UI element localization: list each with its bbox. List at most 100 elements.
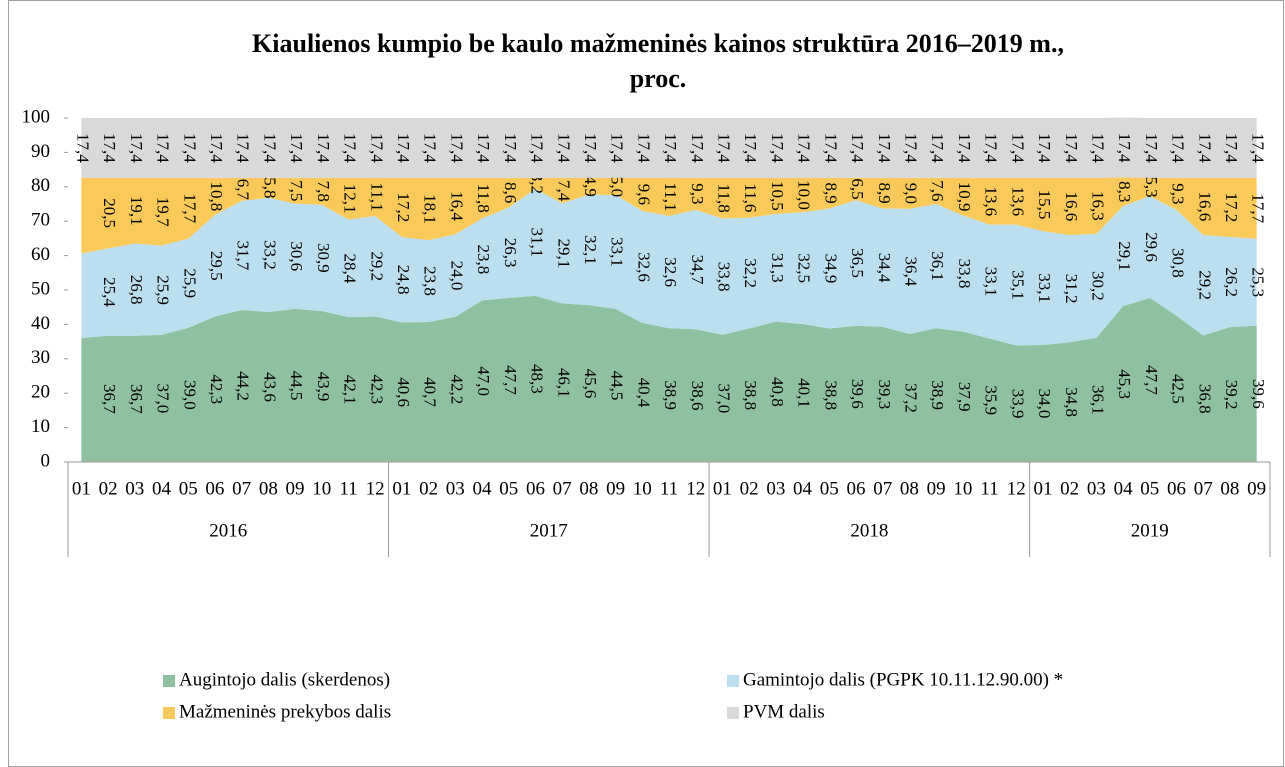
- data-label: 9,0: [901, 183, 920, 204]
- x-tick-label: 11: [980, 478, 998, 499]
- data-label: 29,1: [554, 238, 573, 268]
- data-label: 17,4: [287, 133, 306, 163]
- data-label: 29,6: [1142, 232, 1161, 262]
- data-label: 8,9: [821, 183, 840, 204]
- data-label: 35,9: [982, 385, 1001, 415]
- data-label: 17,4: [100, 133, 119, 163]
- data-label: 25,3: [1249, 267, 1268, 297]
- x-tick-label: 11: [660, 478, 678, 499]
- data-label: 35,1: [1008, 270, 1027, 300]
- data-label: 32,6: [634, 252, 653, 282]
- x-tick-label: 07: [1194, 478, 1213, 499]
- data-label: 9,3: [688, 183, 707, 204]
- data-label: 17,4: [554, 133, 573, 163]
- data-label: 39,0: [180, 380, 199, 410]
- x-tick-label: 04: [793, 478, 813, 499]
- data-label: 16,4: [447, 191, 466, 221]
- data-label: 13,6: [1008, 186, 1027, 216]
- y-tick-label: 50: [31, 278, 50, 299]
- data-label: 40,4: [634, 378, 653, 408]
- y-tick-label: 90: [31, 141, 50, 162]
- data-label: 15,5: [1035, 190, 1054, 220]
- y-tick-label: 100: [22, 106, 51, 127]
- x-tick-label: 07: [553, 478, 572, 499]
- legend-label: Mažmeninės prekybos dalis: [179, 701, 391, 722]
- legend-swatch: [163, 675, 175, 687]
- data-label: 26,3: [501, 238, 520, 268]
- data-label: 36,8: [1195, 384, 1214, 414]
- data-label: 42,3: [367, 374, 386, 404]
- data-label: 33,8: [955, 259, 974, 289]
- x-tick-label: 11: [339, 478, 357, 499]
- data-label: 16,3: [1088, 191, 1107, 221]
- data-label: 17,4: [1249, 133, 1268, 163]
- group-label: 2018: [850, 520, 888, 541]
- data-label: 17,4: [634, 133, 653, 163]
- data-label: 8,6: [501, 182, 520, 203]
- area: [81, 117, 1257, 178]
- data-label: 32,5: [795, 253, 814, 283]
- data-label: 29,2: [1195, 270, 1214, 300]
- area: [81, 295, 1257, 462]
- data-label: 17,4: [314, 133, 333, 163]
- data-label: 9,3: [1169, 183, 1188, 204]
- data-label: 16,6: [1195, 192, 1214, 222]
- legend-swatch: [163, 707, 175, 719]
- x-tick-label: 04: [152, 478, 172, 499]
- x-tick-label: 03: [766, 478, 785, 499]
- x-tick-label: 03: [446, 478, 465, 499]
- data-label: 20,5: [100, 198, 119, 228]
- data-label: 26,2: [1222, 267, 1241, 297]
- data-label: 25,9: [154, 275, 173, 305]
- x-tick-label: 07: [873, 478, 892, 499]
- data-label: 31,7: [234, 241, 253, 271]
- data-label: 38,8: [821, 380, 840, 410]
- data-label: 17,4: [1195, 133, 1214, 163]
- data-label: 37,0: [715, 383, 734, 413]
- data-label: 17,4: [394, 133, 413, 163]
- data-label: 42,3: [207, 374, 226, 404]
- data-label: 4,9: [581, 176, 600, 197]
- x-tick-label: 01: [392, 478, 411, 499]
- y-tick-label: 30: [31, 347, 50, 368]
- x-tick-label: 03: [125, 478, 144, 499]
- chart-title: Kiaulienos kumpio be kaulo mažmeninės ka…: [252, 29, 1064, 58]
- data-label: 34,0: [1035, 389, 1054, 419]
- data-label: 12,1: [341, 184, 360, 214]
- data-label: 17,4: [1169, 133, 1188, 163]
- x-tick-label: 12: [366, 478, 385, 499]
- data-label: 17,4: [1008, 133, 1027, 163]
- data-label: 17,4: [501, 133, 520, 163]
- x-tick-label: 01: [1033, 478, 1052, 499]
- data-label: 48,3: [528, 364, 547, 394]
- data-label: 30,9: [314, 243, 333, 273]
- data-label: 3,2: [528, 173, 547, 194]
- data-label: 7,8: [314, 181, 333, 202]
- x-tick-label: 09: [606, 478, 625, 499]
- x-tick-label: 02: [740, 478, 759, 499]
- x-tick-label: 05: [179, 478, 198, 499]
- x-tick-label: 10: [633, 478, 652, 499]
- data-label: 10,0: [795, 180, 814, 210]
- data-label: 11,8: [715, 184, 734, 213]
- data-label: 17,4: [234, 133, 253, 163]
- data-label: 7,5: [287, 180, 306, 201]
- data-label: 23,8: [421, 266, 440, 296]
- x-tick-label: 06: [205, 478, 224, 499]
- data-label: 30,6: [287, 241, 306, 271]
- data-label: 17,4: [768, 133, 787, 163]
- data-label: 5,8: [260, 177, 279, 198]
- data-label: 45,6: [581, 369, 600, 399]
- legend-swatch: [727, 675, 739, 687]
- data-label: 44,5: [287, 371, 306, 401]
- data-label: 30,8: [1169, 248, 1188, 278]
- data-label: 38,9: [661, 380, 680, 410]
- data-label: 32,6: [661, 257, 680, 287]
- data-label: 24,8: [394, 265, 413, 295]
- data-label: 17,4: [1222, 133, 1241, 163]
- data-label: 13,6: [982, 186, 1001, 216]
- x-tick-label: 09: [1247, 478, 1266, 499]
- data-label: 6,7: [234, 179, 253, 201]
- data-label: 17,4: [474, 133, 493, 163]
- data-label: 47,7: [1142, 365, 1161, 395]
